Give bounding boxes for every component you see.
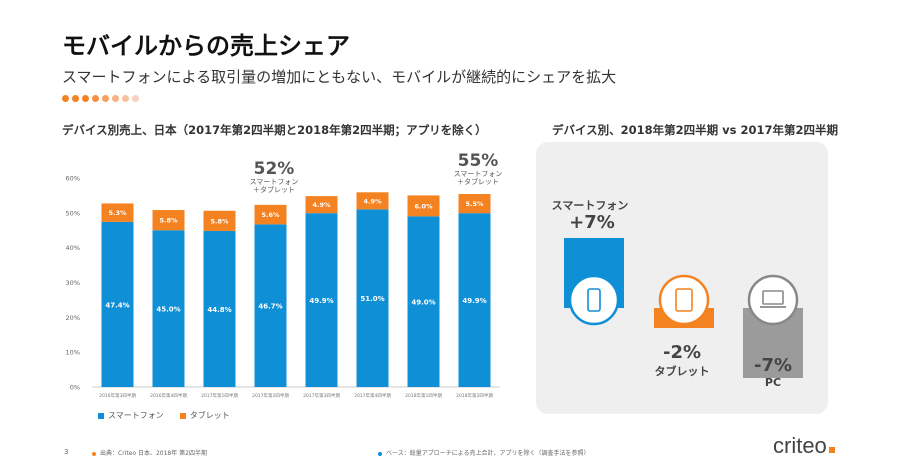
bar-label-smartphone: 49.9% (462, 297, 486, 305)
dot (92, 95, 99, 102)
y-tick-label: 50% (66, 209, 80, 217)
bar-tablet (203, 210, 236, 231)
dot (122, 95, 129, 102)
bar-label-tablet: 5.8% (210, 217, 229, 225)
x-tick-label: 2016年第4四半期 (150, 392, 187, 399)
tablet-icon-circle (658, 274, 710, 326)
tablet-label: タブレット (654, 365, 710, 378)
smartphone-change: +7% (569, 212, 615, 233)
footer-base-text: ベース：総量アプローチによる売上合計、アプリを除く（調査手法を参照） (386, 450, 590, 457)
decorative-dots (62, 95, 139, 102)
x-tick-label: 2017年第3四半期 (303, 392, 340, 399)
bar-label-smartphone: 44.8% (207, 306, 231, 314)
bar-tablet (305, 196, 338, 214)
bar-label-smartphone: 46.7% (258, 303, 282, 311)
bar-label-tablet: 5.6% (261, 211, 280, 219)
bar-tablet (458, 194, 491, 214)
footer-source-text: 出典：Criteo 日本、2018年 第2四半期 (100, 450, 207, 457)
bar-tablet (101, 203, 134, 222)
x-tick-label: 2017年第1四半期 (201, 392, 238, 399)
y-tick-label: 60% (66, 175, 80, 183)
bar-label-tablet: 4.9% (363, 197, 382, 205)
bar-tablet (254, 204, 287, 225)
callout-2018q2: 55% スマートフォン＋タブレット (452, 152, 504, 186)
dot (62, 95, 69, 102)
laptop-icon (762, 290, 784, 305)
bar-smartphone (305, 213, 338, 387)
x-tick-label: 2016年第3四半期 (99, 392, 136, 399)
legend-label: スマートフォン (108, 411, 164, 420)
y-tick-label: 20% (66, 314, 80, 322)
page-number: 3 (64, 448, 69, 456)
callout-2017q2: 52% スマートフォン＋タブレット (248, 160, 300, 194)
footer-base: ベース：総量アプローチによる売上合計、アプリを除く（調査手法を参照） (378, 448, 590, 457)
bar-label-tablet: 5.8% (159, 217, 178, 225)
y-tick-label: 30% (66, 279, 80, 287)
bar-label-tablet: 5.3% (108, 209, 127, 217)
dot (82, 95, 89, 102)
laptop-icon-circle (747, 274, 799, 326)
bar-label-smartphone: 47.4% (105, 301, 129, 309)
bar-smartphone (407, 216, 440, 387)
tablet-icon (675, 288, 693, 312)
x-tick-label: 2017年第4四半期 (354, 392, 391, 399)
smartphone-icon-circle (568, 274, 620, 326)
y-tick-label: 0% (70, 384, 80, 392)
page-title: モバイルからの売上シェア (62, 32, 350, 60)
bar-label-tablet: 6.0% (414, 202, 433, 210)
callout-label: スマートフォン＋タブレット (453, 170, 503, 186)
bar-smartphone (458, 213, 491, 387)
bar-smartphone (356, 209, 389, 387)
x-tick-label: 2017年第2四半期 (252, 392, 289, 399)
bar-label-smartphone: 49.9% (309, 297, 333, 305)
right-chart-title: デバイス別、2018年第2四半期 vs 2017年第2四半期 (552, 123, 839, 137)
smartphone-label: スマートフォン (551, 199, 629, 212)
callout-label: スマートフォン＋タブレット (249, 178, 299, 194)
y-tick-label: 10% (66, 349, 80, 357)
criteo-logo: criteo (773, 433, 835, 459)
bar-tablet (152, 210, 185, 231)
x-tick-label: 2018年第1四半期 (405, 392, 442, 399)
bar-label-smartphone: 49.0% (411, 299, 435, 307)
left-chart-title: デバイス別売上、日本（2017年第2四半期と2018年第2四半期；アプリを除く） (62, 123, 487, 137)
callout-pct: 52% (253, 159, 295, 179)
pc-label: PC (764, 376, 782, 389)
chart-legend: スマートフォン タブレット (98, 410, 230, 421)
legend-item-tablet: タブレット (179, 410, 230, 421)
bar-label-tablet: 4.9% (312, 201, 331, 209)
x-tick-label: 2018年第2四半期 (456, 392, 493, 399)
dot (132, 95, 139, 102)
bar-smartphone (101, 221, 134, 387)
bar-smartphone (203, 230, 236, 387)
bar-smartphone (152, 230, 185, 387)
pc-change: -7% (753, 355, 793, 376)
bar-tablet (407, 195, 440, 217)
legend-label: タブレット (189, 411, 230, 420)
bar-tablet (356, 192, 389, 210)
logo-text: criteo (773, 433, 827, 458)
bar-label-smartphone: 51.0% (360, 295, 384, 303)
callout-pct: 55% (457, 151, 499, 171)
bar-smartphone (254, 224, 287, 387)
page-subtitle: スマートフォンによる取引量の増加にともない、モバイルが継続的にシェアを拡大 (62, 68, 617, 86)
bar-label-tablet: 5.5% (465, 200, 484, 208)
footer-source: 出典：Criteo 日本、2018年 第2四半期 (92, 448, 207, 457)
smartphone-icon (587, 288, 601, 312)
bar-label-smartphone: 45.0% (156, 306, 180, 314)
tablet-change: -2% (662, 342, 702, 363)
dot (112, 95, 119, 102)
legend-item-smartphone: スマートフォン (98, 410, 164, 421)
dot (72, 95, 79, 102)
dot (102, 95, 109, 102)
y-tick-label: 40% (66, 244, 80, 252)
